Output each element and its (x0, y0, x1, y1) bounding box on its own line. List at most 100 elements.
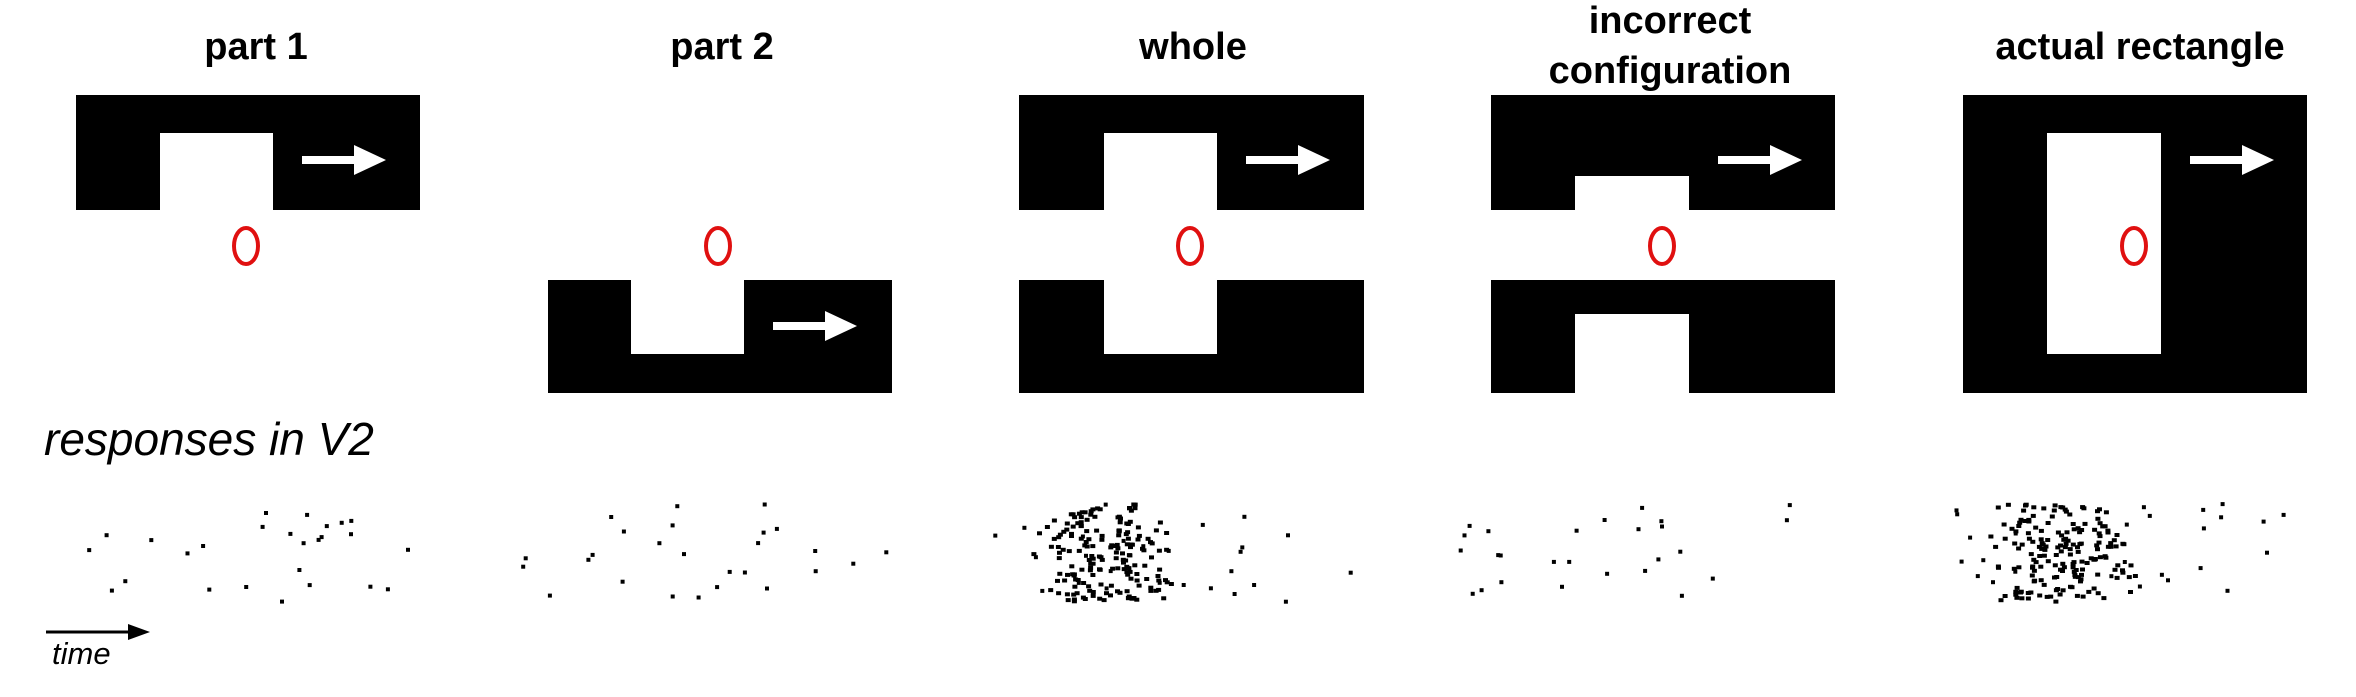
spike-mark (2079, 559, 2085, 564)
spike-mark (2122, 560, 2127, 564)
spike-mark (2102, 554, 2108, 559)
spike-mark (2063, 509, 2069, 514)
spike-mark (1128, 508, 1134, 513)
title-part-1: part 1 (204, 26, 308, 68)
spike-mark (2040, 542, 2046, 547)
spike-mark (1142, 563, 1148, 568)
spike-mark (1128, 576, 1134, 581)
spike-mark (2061, 565, 2067, 570)
spike-mark (2114, 533, 2120, 537)
spike-mark (1037, 531, 1042, 536)
spike-mark (670, 523, 675, 528)
spike-mark (1127, 569, 1133, 574)
spike-mark (1605, 571, 1610, 576)
spike-mark (1098, 555, 1104, 560)
spike-mark (1095, 506, 1101, 511)
spike-mark (260, 524, 265, 529)
spike-mark (2077, 530, 2083, 535)
spike-mark (1124, 589, 1130, 594)
spike-mark (1161, 596, 1167, 601)
spike-mark (1070, 512, 1076, 517)
spike-mark (2044, 594, 2050, 599)
spike-mark (1679, 593, 1684, 598)
spike-mark (1954, 508, 1959, 513)
spike-mark (301, 541, 306, 546)
spike-mark (2045, 559, 2051, 564)
spike-mark (2038, 528, 2044, 533)
spike-mark (1070, 524, 1076, 529)
spike-mark (2014, 585, 2020, 590)
spike-mark (1157, 567, 1163, 572)
spike-mark (2095, 547, 2100, 552)
spike-mark (1128, 545, 1133, 550)
spike-mark (2109, 574, 2114, 579)
spike-mark (1124, 542, 1130, 547)
spike-mark (2067, 552, 2073, 557)
spike-mark (104, 533, 109, 538)
spike-mark (2096, 531, 2102, 536)
spike-mark (1098, 582, 1104, 587)
spike-mark (2079, 528, 2085, 532)
spike-mark (1113, 556, 1119, 561)
spike-mark (2013, 531, 2018, 536)
spike-mark (2067, 547, 2073, 552)
spike-mark (2011, 566, 2017, 571)
spike-mark (1283, 599, 1288, 604)
spike-mark (1074, 591, 1080, 596)
spike-mark (1981, 558, 1986, 563)
spike-mark (2055, 530, 2061, 535)
spike-mark (2120, 568, 2125, 573)
spike-mark (1181, 583, 1186, 587)
spike-mark (1117, 520, 1123, 525)
spike-mark (1082, 510, 1088, 515)
spike-mark (1200, 522, 1205, 527)
spike-mark (2114, 575, 2120, 580)
spike-mark (1120, 557, 1126, 562)
spike-mark (1101, 598, 1107, 603)
spike-mark (2080, 505, 2086, 510)
spike-mark (1088, 565, 1094, 570)
spike-mark (1086, 537, 1092, 542)
spike-mark (1242, 514, 1247, 519)
spike-mark (2054, 575, 2060, 579)
spike-mark (1153, 528, 1159, 533)
spike-mark (2072, 573, 2078, 577)
spike-mark (185, 551, 190, 556)
spike-mark (2060, 569, 2065, 573)
spike-mark (2031, 505, 2037, 510)
spike-mark (1640, 505, 1645, 510)
spike-mark (2201, 526, 2206, 531)
spike-mark (2053, 599, 2059, 604)
spike-mark (1602, 518, 1607, 522)
spike-mark (2041, 506, 2047, 511)
spike-mark (742, 570, 747, 575)
spike-mark (1083, 540, 1089, 544)
spike-mark (1125, 530, 1131, 535)
spike-mark (297, 568, 302, 572)
spike-mark (2060, 588, 2066, 593)
spike-mark (2048, 594, 2054, 599)
spike-mark (1135, 537, 1141, 542)
spike-mark (2026, 517, 2032, 522)
spike-mark (2075, 526, 2081, 531)
spike-mark (2115, 563, 2121, 568)
spike-mark (1078, 536, 1084, 541)
spike-mark (1959, 559, 1964, 564)
spike-mark (1071, 599, 1077, 604)
fixation-marker-3 (1176, 226, 1204, 266)
spike-mark (2041, 553, 2047, 558)
spike-mark (813, 549, 818, 553)
spike-mark (324, 524, 329, 529)
spike-mark (1076, 511, 1082, 516)
spike-mark (2018, 517, 2024, 522)
spike-mark (2097, 534, 2103, 539)
spike-mark (1496, 553, 1501, 558)
spike-mark (2041, 582, 2047, 587)
spike-mark (2019, 596, 2025, 601)
spike-mark (2126, 575, 2132, 580)
spike-mark (1115, 589, 1120, 594)
spike-mark (2031, 557, 2037, 562)
spike-mark (2075, 549, 2081, 554)
spike-mark (675, 504, 680, 509)
spike-mark (590, 552, 595, 557)
